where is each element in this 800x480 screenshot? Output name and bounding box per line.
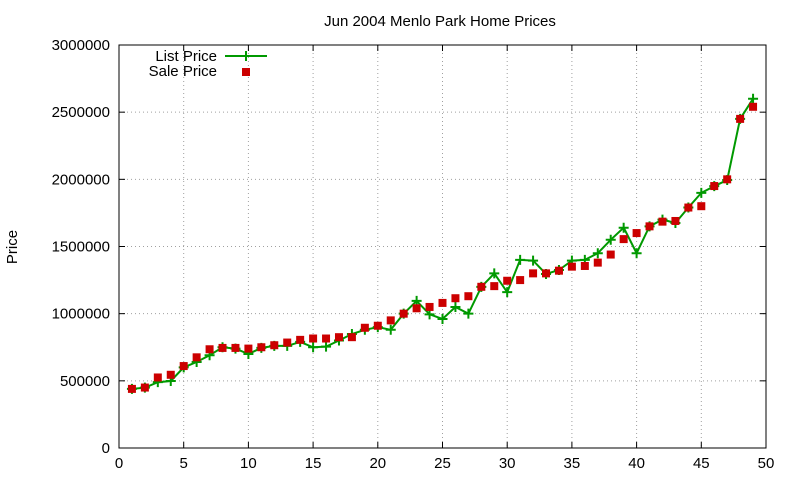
x-tick-label: 10 [240, 455, 257, 472]
sale-price-point [477, 282, 486, 291]
sale-price-point [296, 335, 305, 344]
sale-price-point [192, 353, 201, 362]
sale-price-point [373, 321, 382, 330]
x-tick-label: 45 [693, 455, 710, 472]
list-price-point [696, 187, 707, 198]
y-tick-label: 3000000 [52, 37, 110, 54]
sale-price-point [166, 370, 175, 379]
list-price-point [437, 314, 448, 325]
legend: List Price Sale Price [149, 48, 267, 80]
sale-price-point [516, 276, 525, 285]
sale-price-point [244, 344, 253, 353]
x-tick-labels: 0 5 10 15 20 25 30 35 40 45 50 [115, 455, 775, 472]
list-price-point [385, 324, 396, 335]
sale-price-point [257, 343, 266, 352]
sale-price-point [347, 333, 356, 342]
x-tick-label: 0 [115, 455, 123, 472]
list-price-point [618, 222, 629, 233]
legend-marker-sale-price [242, 68, 250, 76]
tick-marks [118, 44, 767, 449]
sale-price-point [529, 269, 538, 278]
x-tick-label: 30 [499, 455, 516, 472]
sale-price-point [619, 235, 628, 244]
x-tick-label: 20 [369, 455, 386, 472]
x-tick-label: 40 [628, 455, 645, 472]
list-price-point [411, 295, 422, 306]
sale-price-point [140, 383, 149, 392]
list-price-point [308, 342, 319, 353]
sale-price-point [503, 276, 512, 285]
sale-price-point [322, 334, 331, 343]
sale-price-point [231, 343, 240, 352]
sale-price-point [606, 250, 615, 259]
sale-price-point [153, 373, 162, 382]
list-price-point [515, 254, 526, 265]
sale-price-point [593, 258, 602, 267]
sale-price-point [723, 175, 732, 184]
sale-price-point [451, 294, 460, 303]
y-tick-labels: 0 500000 1000000 1500000 2000000 2500000 30000… [52, 37, 110, 457]
sale-price-point [412, 304, 421, 313]
list-price-point [528, 255, 539, 266]
sale-price-point [542, 269, 551, 278]
x-tick-label: 25 [434, 455, 451, 472]
list-price-point [450, 301, 461, 312]
sale-price-point [749, 102, 758, 111]
sale-price-point [179, 362, 188, 371]
x-tick-label: 15 [305, 455, 322, 472]
y-tick-label: 1000000 [52, 306, 110, 323]
sale-price-point [567, 262, 576, 271]
list-price-point [605, 234, 616, 245]
list-price-point [463, 308, 474, 319]
sale-price-point [309, 334, 318, 343]
legend-label-list-price: List Price [155, 48, 217, 65]
sale-price-point [205, 345, 214, 354]
sale-price-point [554, 266, 563, 275]
sale-price-point [386, 316, 395, 325]
series [126, 93, 759, 394]
sale-price-point [438, 298, 447, 307]
list-price-point [489, 268, 500, 279]
sale-price-point [283, 338, 292, 347]
sale-price-point [697, 202, 706, 211]
sale-price-point [632, 229, 641, 238]
x-tick-label: 5 [180, 455, 188, 472]
sale-price-point [218, 343, 227, 352]
sale-price-point [736, 114, 745, 123]
sale-price-point [710, 182, 719, 191]
sale-price-point [127, 384, 136, 393]
y-tick-label: 2000000 [52, 171, 110, 188]
sale-price-point [464, 292, 473, 301]
sale-price-point [425, 302, 434, 311]
sale-price-point [684, 203, 693, 212]
sale-price-point [399, 309, 408, 318]
x-tick-label: 50 [758, 455, 775, 472]
y-tick-label: 500000 [60, 373, 110, 390]
list-price-point [502, 287, 513, 298]
grid [119, 45, 766, 448]
legend-label-sale-price: Sale Price [149, 63, 217, 80]
list-price-point [592, 248, 603, 259]
sale-price-point [645, 222, 654, 231]
list-price-point [424, 309, 435, 320]
sale-price-point [580, 261, 589, 270]
y-tick-label: 0 [102, 440, 110, 457]
legend-marker-list-price [241, 51, 251, 61]
sale-price-point [671, 216, 680, 225]
sale-price-point [334, 333, 343, 342]
list-price-point [748, 93, 759, 104]
y-axis-label: Price [4, 230, 21, 264]
list-price-point [321, 341, 332, 352]
sale-price-point [658, 217, 667, 226]
sale-price-point [490, 282, 499, 291]
list-price-point [631, 248, 642, 259]
sale-price-point [360, 323, 369, 332]
x-tick-label: 35 [564, 455, 581, 472]
chart-title: Jun 2004 Menlo Park Home Prices [324, 13, 556, 30]
y-tick-label: 1500000 [52, 239, 110, 256]
sale-price-point [270, 341, 279, 350]
y-tick-label: 2500000 [52, 104, 110, 121]
